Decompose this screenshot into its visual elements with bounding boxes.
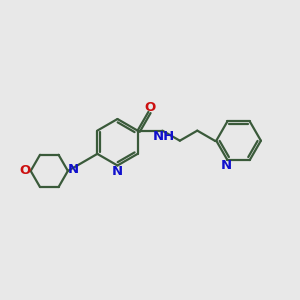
Text: O: O (144, 101, 156, 114)
Text: NH: NH (153, 130, 175, 143)
Text: N: N (112, 165, 123, 178)
Text: N: N (68, 163, 79, 176)
Text: O: O (20, 164, 31, 177)
Text: N: N (220, 159, 231, 172)
